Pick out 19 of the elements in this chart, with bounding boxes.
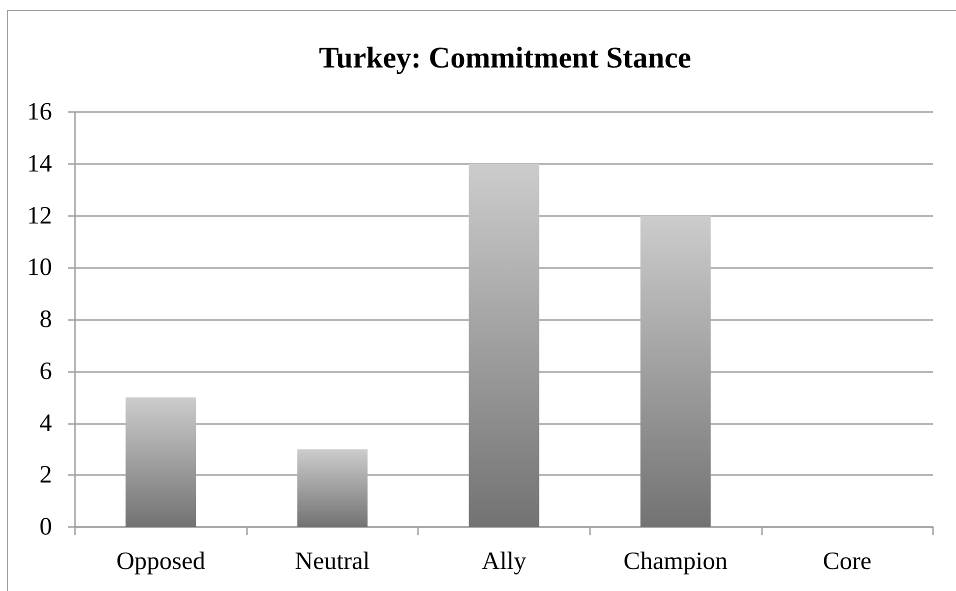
bar	[468, 164, 540, 527]
x-tick-label: Neutral	[294, 548, 370, 575]
y-tick-label: 6	[40, 358, 52, 385]
y-tick-label: 0	[40, 514, 52, 540]
chart-title: Turkey: Commitment Stance	[318, 42, 692, 74]
y-tick-label: 2	[40, 462, 52, 489]
y-tick-label: 14	[27, 150, 52, 178]
bar	[297, 449, 368, 527]
y-tick-label: 4	[40, 410, 52, 437]
bar	[126, 397, 196, 527]
x-tick-label: Champion	[624, 548, 728, 575]
bar	[640, 216, 711, 527]
x-tick-label: Opposed	[116, 548, 206, 575]
y-tick-label: 10	[27, 254, 52, 282]
y-tick-label: 8	[40, 306, 52, 333]
x-tick-label: Ally	[482, 548, 527, 575]
y-tick-label: 12	[27, 202, 52, 230]
x-tick-label: Core	[822, 548, 872, 575]
y-tick-label: 16	[27, 98, 52, 126]
